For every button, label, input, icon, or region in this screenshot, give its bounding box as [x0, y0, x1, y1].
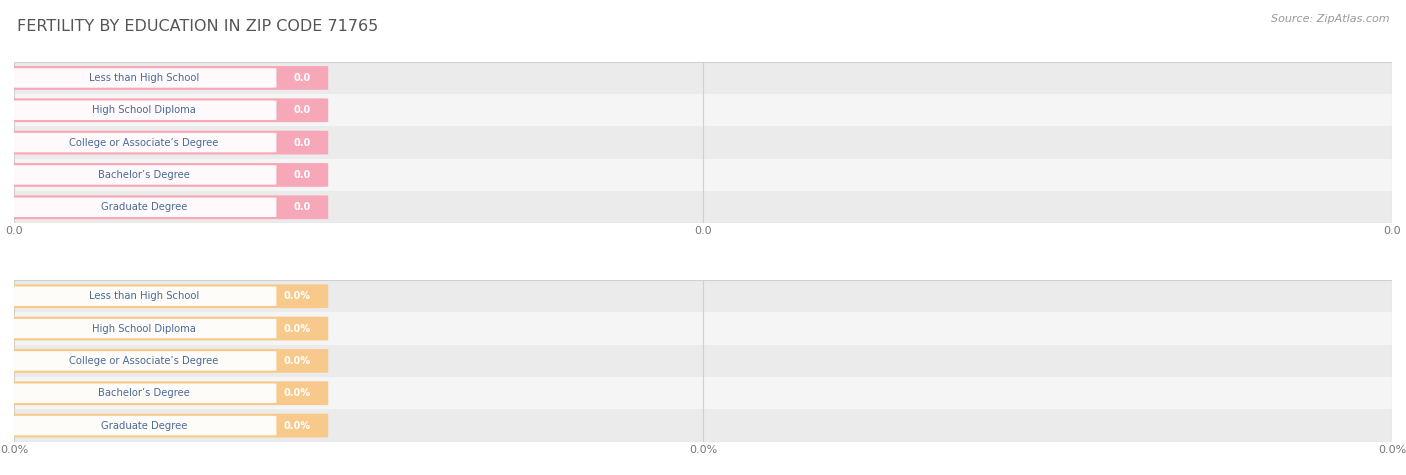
Text: College or Associate’s Degree: College or Associate’s Degree	[69, 356, 218, 366]
FancyBboxPatch shape	[3, 163, 328, 187]
Text: Graduate Degree: Graduate Degree	[101, 420, 187, 430]
Text: Less than High School: Less than High School	[89, 291, 200, 301]
Text: High School Diploma: High School Diploma	[91, 323, 195, 333]
Text: 0.0%: 0.0%	[283, 291, 311, 301]
Text: Bachelor’s Degree: Bachelor’s Degree	[98, 170, 190, 180]
FancyBboxPatch shape	[11, 416, 277, 435]
FancyBboxPatch shape	[11, 286, 277, 306]
FancyBboxPatch shape	[11, 198, 277, 217]
FancyBboxPatch shape	[11, 319, 277, 338]
FancyBboxPatch shape	[14, 126, 1392, 159]
Text: 0.0: 0.0	[292, 170, 311, 180]
Text: 0.0%: 0.0%	[283, 356, 311, 366]
FancyBboxPatch shape	[11, 351, 277, 370]
Text: FERTILITY BY EDUCATION IN ZIP CODE 71765: FERTILITY BY EDUCATION IN ZIP CODE 71765	[17, 19, 378, 34]
FancyBboxPatch shape	[11, 68, 277, 88]
FancyBboxPatch shape	[3, 195, 328, 219]
FancyBboxPatch shape	[14, 62, 1392, 94]
Text: 0.0: 0.0	[292, 202, 311, 212]
Text: High School Diploma: High School Diploma	[91, 105, 195, 115]
FancyBboxPatch shape	[14, 159, 1392, 191]
FancyBboxPatch shape	[14, 280, 1392, 313]
Text: 0.0%: 0.0%	[283, 323, 311, 333]
FancyBboxPatch shape	[11, 165, 277, 185]
FancyBboxPatch shape	[14, 191, 1392, 223]
FancyBboxPatch shape	[3, 349, 328, 373]
FancyBboxPatch shape	[11, 133, 277, 152]
FancyBboxPatch shape	[3, 285, 328, 308]
FancyBboxPatch shape	[14, 377, 1392, 409]
FancyBboxPatch shape	[3, 381, 328, 405]
FancyBboxPatch shape	[3, 98, 328, 122]
Text: College or Associate’s Degree: College or Associate’s Degree	[69, 138, 218, 148]
FancyBboxPatch shape	[3, 414, 328, 437]
FancyBboxPatch shape	[11, 383, 277, 403]
Text: 0.0%: 0.0%	[283, 420, 311, 430]
FancyBboxPatch shape	[3, 66, 328, 90]
FancyBboxPatch shape	[14, 94, 1392, 126]
Text: Less than High School: Less than High School	[89, 73, 200, 83]
FancyBboxPatch shape	[14, 313, 1392, 345]
FancyBboxPatch shape	[14, 409, 1392, 442]
FancyBboxPatch shape	[3, 317, 328, 341]
Text: 0.0: 0.0	[292, 73, 311, 83]
FancyBboxPatch shape	[3, 131, 328, 154]
Text: 0.0%: 0.0%	[283, 388, 311, 398]
FancyBboxPatch shape	[14, 345, 1392, 377]
Text: 0.0: 0.0	[292, 138, 311, 148]
FancyBboxPatch shape	[11, 101, 277, 120]
Text: Graduate Degree: Graduate Degree	[101, 202, 187, 212]
Text: 0.0: 0.0	[292, 105, 311, 115]
Text: Bachelor’s Degree: Bachelor’s Degree	[98, 388, 190, 398]
Text: Source: ZipAtlas.com: Source: ZipAtlas.com	[1271, 14, 1389, 24]
